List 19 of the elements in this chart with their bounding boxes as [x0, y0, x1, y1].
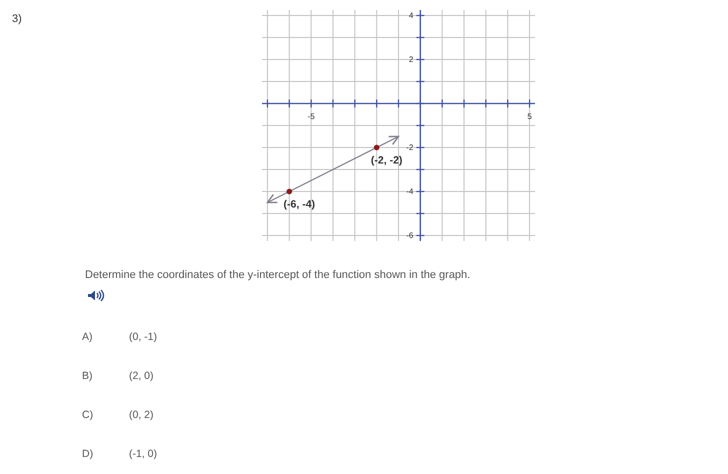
- x-tick-label: -5: [308, 112, 316, 122]
- text: (0, -1): [129, 331, 158, 343]
- annotation: (-6, -4): [284, 198, 316, 210]
- y-tick-label: 2: [408, 55, 414, 64]
- text: (0, 2): [129, 409, 154, 421]
- text: (-1, 0): [129, 448, 158, 460]
- x-tick-label: 5: [527, 112, 532, 122]
- text: A): [82, 331, 92, 343]
- text: C): [82, 409, 94, 421]
- text: (2, 0): [129, 370, 154, 382]
- annotation: (-2, -2): [370, 154, 402, 166]
- y-tick-label: 4: [408, 11, 414, 20]
- text: B): [82, 370, 92, 382]
- text: D): [82, 448, 94, 460]
- y-tick-label: -6: [406, 231, 414, 240]
- y-tick-label: -4: [406, 187, 414, 196]
- text: 3): [12, 13, 22, 25]
- text: Determine the coordinates of the y-intercept of the function shown in the graph.: [85, 269, 470, 281]
- y-tick-label: -2: [406, 143, 414, 152]
